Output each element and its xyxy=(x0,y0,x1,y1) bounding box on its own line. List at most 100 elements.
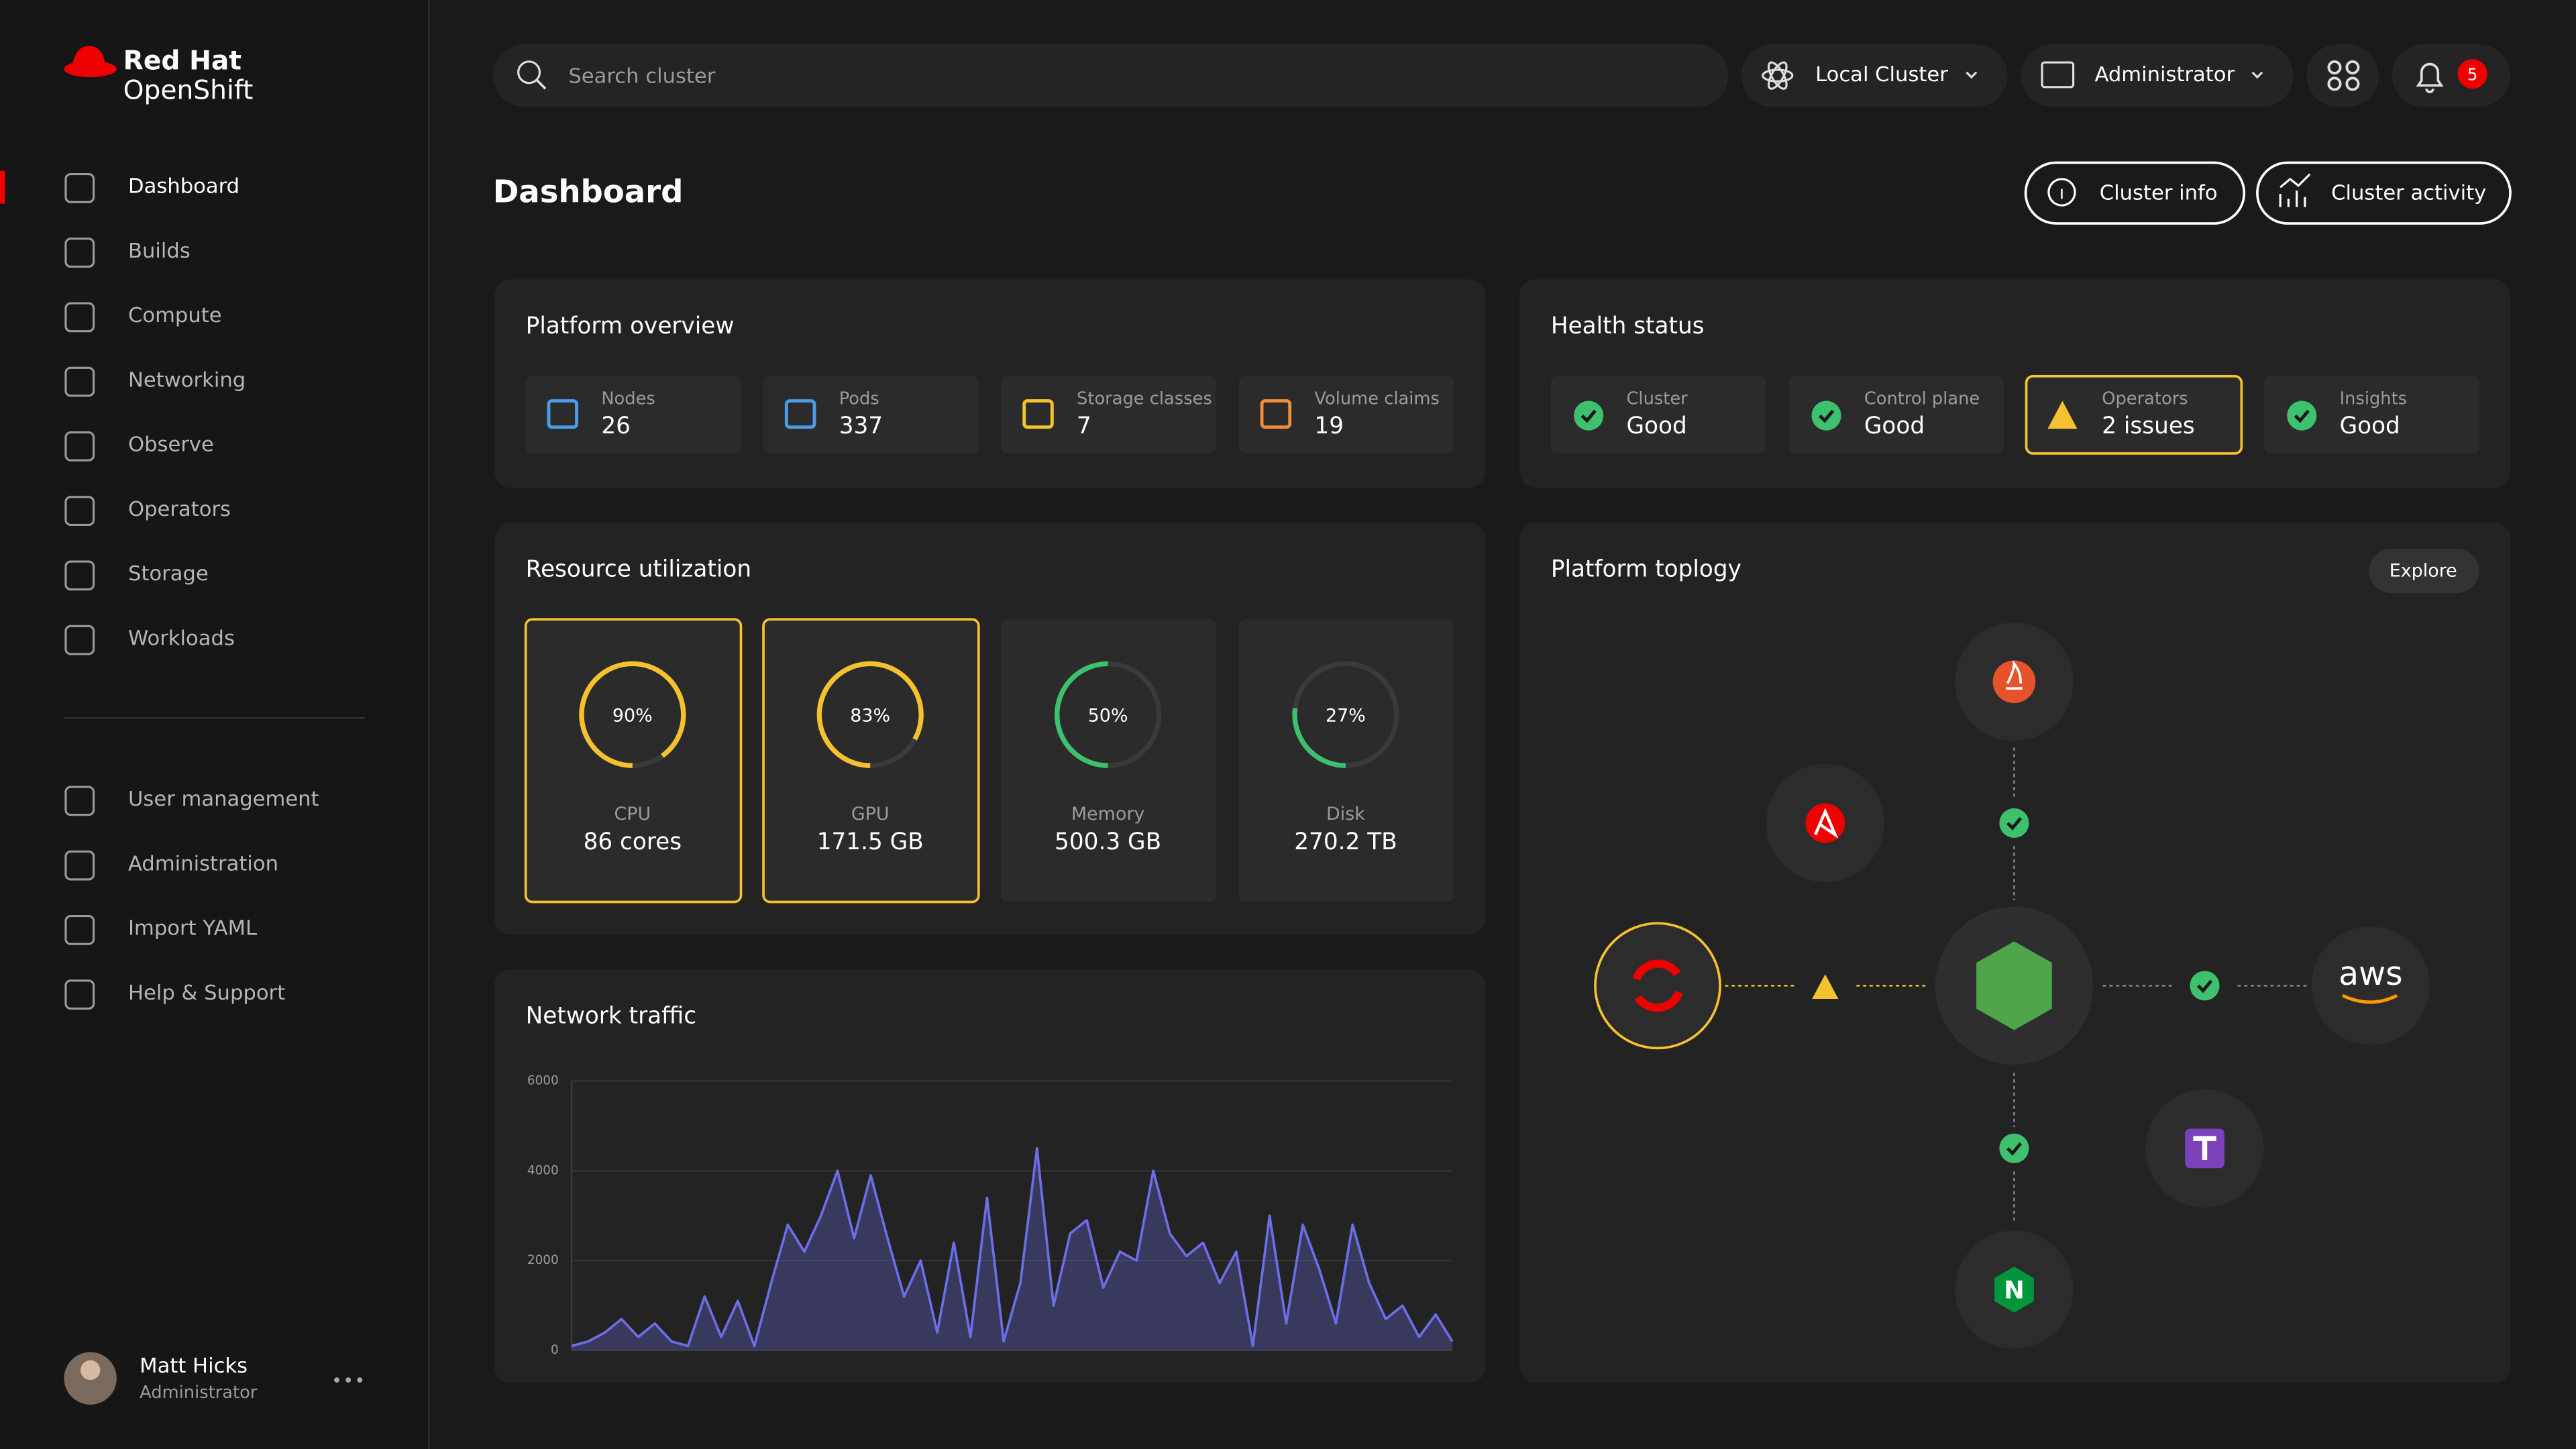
nav-icon xyxy=(64,173,95,203)
nav-icon xyxy=(64,979,95,1010)
resource-amount: 171.5 GB xyxy=(817,828,924,855)
check-mark xyxy=(1580,409,1597,423)
openshift-logo xyxy=(1632,959,1683,1012)
nav-item[interactable]: User management xyxy=(128,788,319,811)
nav-icon xyxy=(64,560,95,591)
overview-value: 7 xyxy=(1077,413,1091,439)
nav-item[interactable]: Workloads xyxy=(128,627,235,650)
active-indicator xyxy=(0,170,5,204)
traffic-area xyxy=(572,1148,1452,1351)
activity-icon xyxy=(2279,173,2311,207)
role-selector[interactable] xyxy=(2021,44,2294,107)
nav-icon xyxy=(64,302,95,333)
gauge-label: 27% xyxy=(1326,705,1366,726)
overview-icon xyxy=(547,399,579,429)
overview-label: Storage classes xyxy=(1077,389,1212,409)
health-status: Good xyxy=(1626,413,1686,439)
overview-tile xyxy=(525,376,741,453)
nav-item[interactable]: Storage xyxy=(128,562,209,586)
overview-value: 19 xyxy=(1314,413,1344,439)
aws-logo: aws xyxy=(2339,955,2403,993)
nav-item[interactable]: Administration xyxy=(128,852,278,875)
page-title: Dashboard xyxy=(493,173,684,209)
nav-icon xyxy=(64,850,95,881)
cluster-info-button[interactable] xyxy=(2024,161,2246,225)
avatar-face xyxy=(80,1360,101,1381)
notifications-button[interactable] xyxy=(2392,44,2511,107)
y-tick-label: 6000 xyxy=(527,1073,559,1087)
gauge-arc xyxy=(579,661,686,768)
health-tile xyxy=(1550,376,1766,453)
resource-amount: 500.3 GB xyxy=(1055,828,1161,855)
nav-item[interactable]: Builds xyxy=(128,239,191,263)
overview-label: Pods xyxy=(839,389,879,409)
resource-amount: 270.2 TB xyxy=(1294,828,1397,855)
check-mark xyxy=(2294,409,2310,423)
nav-item[interactable]: Operators xyxy=(128,498,231,521)
search-box[interactable] xyxy=(492,44,1729,107)
overview-label: Nodes xyxy=(601,389,655,409)
overview-tile xyxy=(763,376,979,453)
card-title: Network traffic xyxy=(526,1002,696,1029)
resource-tile xyxy=(762,618,980,904)
resource-amount: 86 cores xyxy=(584,828,682,855)
health-status: Good xyxy=(1864,413,1925,439)
health-label: Control plane xyxy=(1864,389,1980,409)
resource-label: CPU xyxy=(614,804,651,824)
nav-item[interactable]: Help & Support xyxy=(128,981,285,1005)
nav-item[interactable]: Observe xyxy=(128,433,214,457)
health-label: Cluster xyxy=(1626,389,1688,409)
nginx-letter: N xyxy=(2004,1275,2025,1304)
nav-item[interactable]: Dashboard xyxy=(128,175,239,199)
explore-button[interactable] xyxy=(2369,548,2479,594)
ansible-a xyxy=(1814,808,1839,839)
brand-line1: Red Hat xyxy=(123,46,241,76)
overview-card xyxy=(494,279,1485,488)
y-tick-label: 2000 xyxy=(527,1253,559,1267)
card-title: Health status xyxy=(1551,313,1705,339)
openshift-node[interactable] xyxy=(1594,922,1721,1050)
bell-icon xyxy=(2416,62,2444,93)
resource-label: Disk xyxy=(1326,804,1365,824)
aws-node[interactable] xyxy=(2311,926,2430,1045)
prometheus-flame xyxy=(2006,660,2023,690)
gauge-label: 90% xyxy=(612,705,653,726)
search-icon-handle xyxy=(536,79,547,90)
nginx-logo xyxy=(1994,1267,2034,1313)
chevron xyxy=(2251,71,2263,79)
check-icon xyxy=(1811,400,1841,431)
nav-item[interactable]: Import YAML xyxy=(128,917,257,941)
node-logo xyxy=(1976,941,2052,1030)
gauge-label: 50% xyxy=(1088,705,1128,726)
card-title: Resource utilization xyxy=(526,555,751,582)
health-tile xyxy=(2025,374,2243,455)
check-marks xyxy=(2006,817,2213,1156)
nav-item[interactable]: Compute xyxy=(128,304,222,327)
terraform-t xyxy=(2193,1136,2216,1160)
traffic-line xyxy=(571,1147,1454,1348)
role-name: Administrator xyxy=(2094,63,2235,87)
cluster-info-label: Cluster info xyxy=(2100,181,2218,205)
cluster-selector[interactable] xyxy=(1741,44,2008,107)
gauge-arc xyxy=(816,661,924,768)
gauge-arc xyxy=(1055,661,1162,768)
health-label: Operators xyxy=(2102,389,2188,409)
logo xyxy=(64,46,117,78)
chevron xyxy=(1966,71,1978,79)
card-title: Platform overview xyxy=(526,313,735,339)
explore-label: Explore xyxy=(2390,561,2457,582)
network-card xyxy=(494,969,1485,1384)
user-menu[interactable] xyxy=(334,1377,363,1383)
cluster-activity-button[interactable] xyxy=(2256,161,2512,225)
search-icon xyxy=(517,60,541,85)
nav-item[interactable]: Networking xyxy=(128,368,246,392)
apps-icon xyxy=(2327,60,2360,91)
sidebar xyxy=(0,0,429,1449)
prometheus-logo xyxy=(1992,660,2036,704)
status-checks xyxy=(1999,808,2220,1163)
warning-icon xyxy=(2047,400,2078,429)
apps-button[interactable] xyxy=(2306,44,2379,107)
health-label: Insights xyxy=(2340,389,2407,409)
connectors xyxy=(1725,747,2307,1224)
